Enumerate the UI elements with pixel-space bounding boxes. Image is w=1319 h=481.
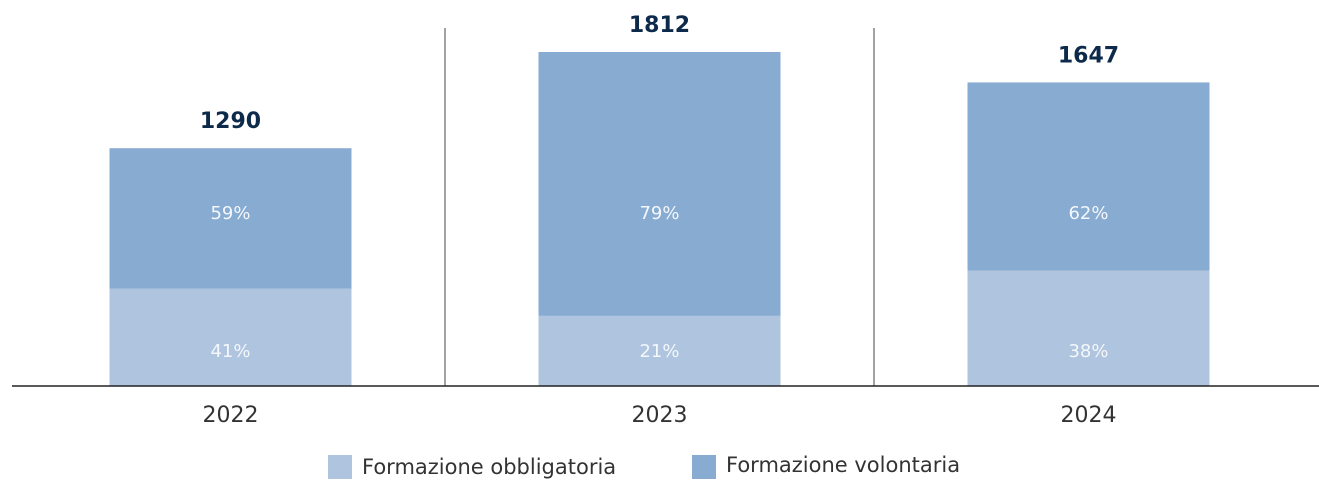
bar-segment bbox=[538, 52, 781, 316]
x-tick-label: 2024 bbox=[1061, 403, 1117, 428]
total-label: 1812 bbox=[629, 13, 690, 38]
bar-segment bbox=[967, 82, 1210, 271]
bar-segment bbox=[538, 315, 781, 386]
legend-label: Formazione volontaria bbox=[726, 453, 960, 477]
segment-label: 38% bbox=[1068, 341, 1108, 362]
legend-label: Formazione obbligatoria bbox=[362, 455, 616, 479]
segment-label: 62% bbox=[1068, 203, 1108, 224]
x-tick-label: 2023 bbox=[632, 403, 688, 428]
segment-label: 79% bbox=[639, 203, 679, 224]
bar-segment bbox=[967, 270, 1210, 386]
legend-swatch bbox=[328, 455, 352, 479]
x-tick-label: 2022 bbox=[203, 403, 259, 428]
segment-label: 59% bbox=[210, 203, 250, 224]
bar-segment bbox=[109, 288, 352, 386]
legend-swatch bbox=[692, 455, 716, 479]
bar-segment bbox=[109, 148, 352, 289]
segment-label: 41% bbox=[210, 341, 250, 362]
segment-label: 21% bbox=[639, 341, 679, 362]
total-label: 1647 bbox=[1058, 43, 1119, 68]
total-label: 1290 bbox=[200, 109, 261, 134]
